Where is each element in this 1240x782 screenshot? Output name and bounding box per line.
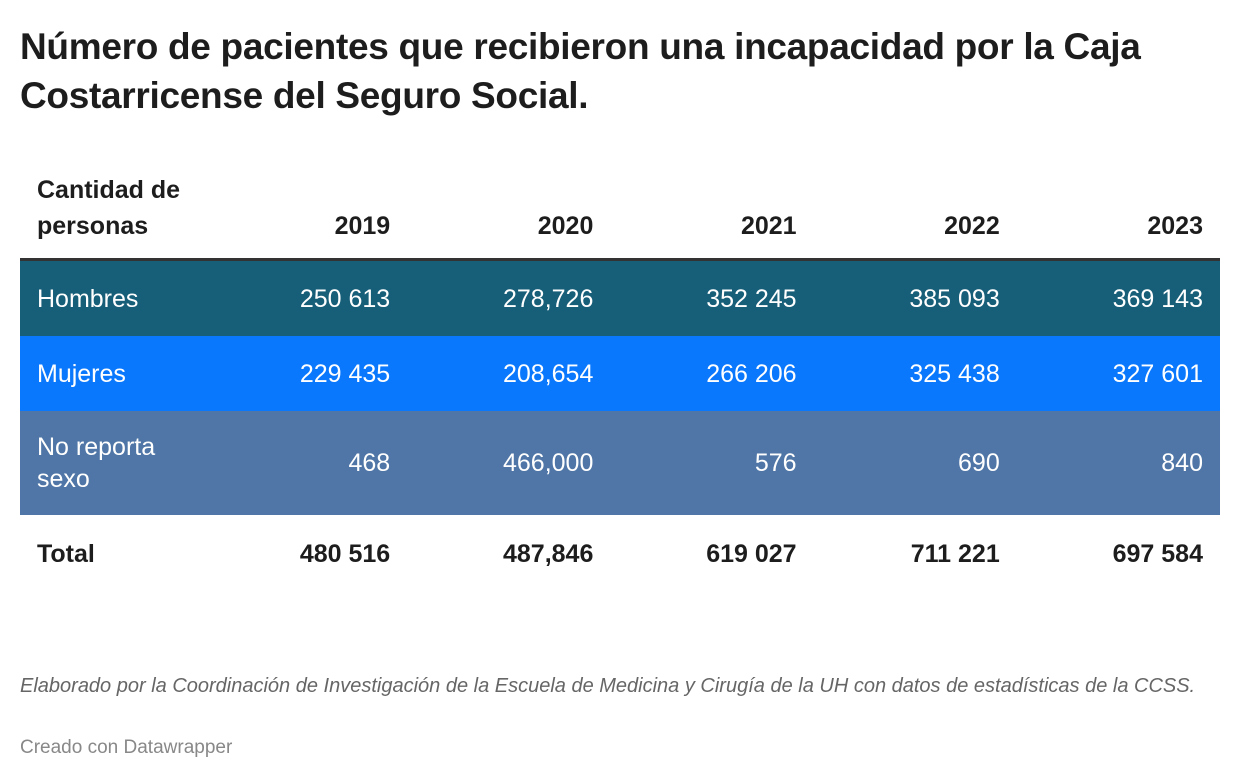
table-cell: 385 093 (813, 259, 1017, 336)
table-cell: 266 206 (610, 336, 814, 411)
table-row: Mujeres 229 435 208,654 266 206 325 438 327 6… (20, 336, 1220, 411)
table-cell: 619 027 (610, 515, 814, 593)
table-cell: 278,726 (407, 259, 611, 336)
header-year: 2022 (813, 172, 1017, 261)
row-label: No reporta sexo (20, 411, 204, 515)
header-year: 2023 (1016, 172, 1220, 261)
header-year: 2020 (407, 172, 611, 261)
table-cell: 466,000 (407, 411, 611, 515)
chart-title: Número de pacientes que recibieron una i… (20, 26, 1141, 116)
header-year: 2019 (204, 172, 408, 261)
table-cell: 840 (1016, 411, 1220, 515)
table-row: Hombres 250 613 278,726 352 245 385 093 369 1… (20, 259, 1220, 336)
row-label: Hombres (20, 259, 204, 336)
datawrapper-credit-link[interactable]: Creado con Datawrapper (20, 737, 233, 758)
table-cell: 325 438 (813, 336, 1017, 411)
header-row: Cantidad de personas 2019 2020 2021 2022 2023 (20, 172, 1220, 261)
table-cell: 576 (610, 411, 814, 515)
source-notes: Elaborado por la Coordinación de Investi… (20, 675, 1196, 697)
table-cell: 327 601 (1016, 336, 1220, 411)
header-label: Cantidad de personas (20, 172, 204, 261)
table-row: No reporta sexo 468 466,000 576 690 840 (20, 411, 1220, 515)
data-table: Cantidad de personas 2019 2020 2021 2022 2023… (20, 172, 1220, 593)
table-cell: 250 613 (204, 259, 408, 336)
total-row: Total 480 516 487,846 619 027 711 221 697 584 (20, 515, 1220, 593)
table-cell: 690 (813, 411, 1017, 515)
table-cell: 468 (204, 411, 408, 515)
table-cell: 352 245 (610, 259, 814, 336)
table-cell: 487,846 (407, 515, 611, 593)
row-label: Total (20, 515, 204, 593)
table-cell: 208,654 (407, 336, 611, 411)
table-cell: 369 143 (1016, 259, 1220, 336)
table-cell: 229 435 (204, 336, 408, 411)
table-cell: 480 516 (204, 515, 408, 593)
header-year: 2021 (610, 172, 814, 261)
row-label: Mujeres (20, 336, 204, 411)
table-cell: 711 221 (813, 515, 1017, 593)
table-cell: 697 584 (1016, 515, 1220, 593)
